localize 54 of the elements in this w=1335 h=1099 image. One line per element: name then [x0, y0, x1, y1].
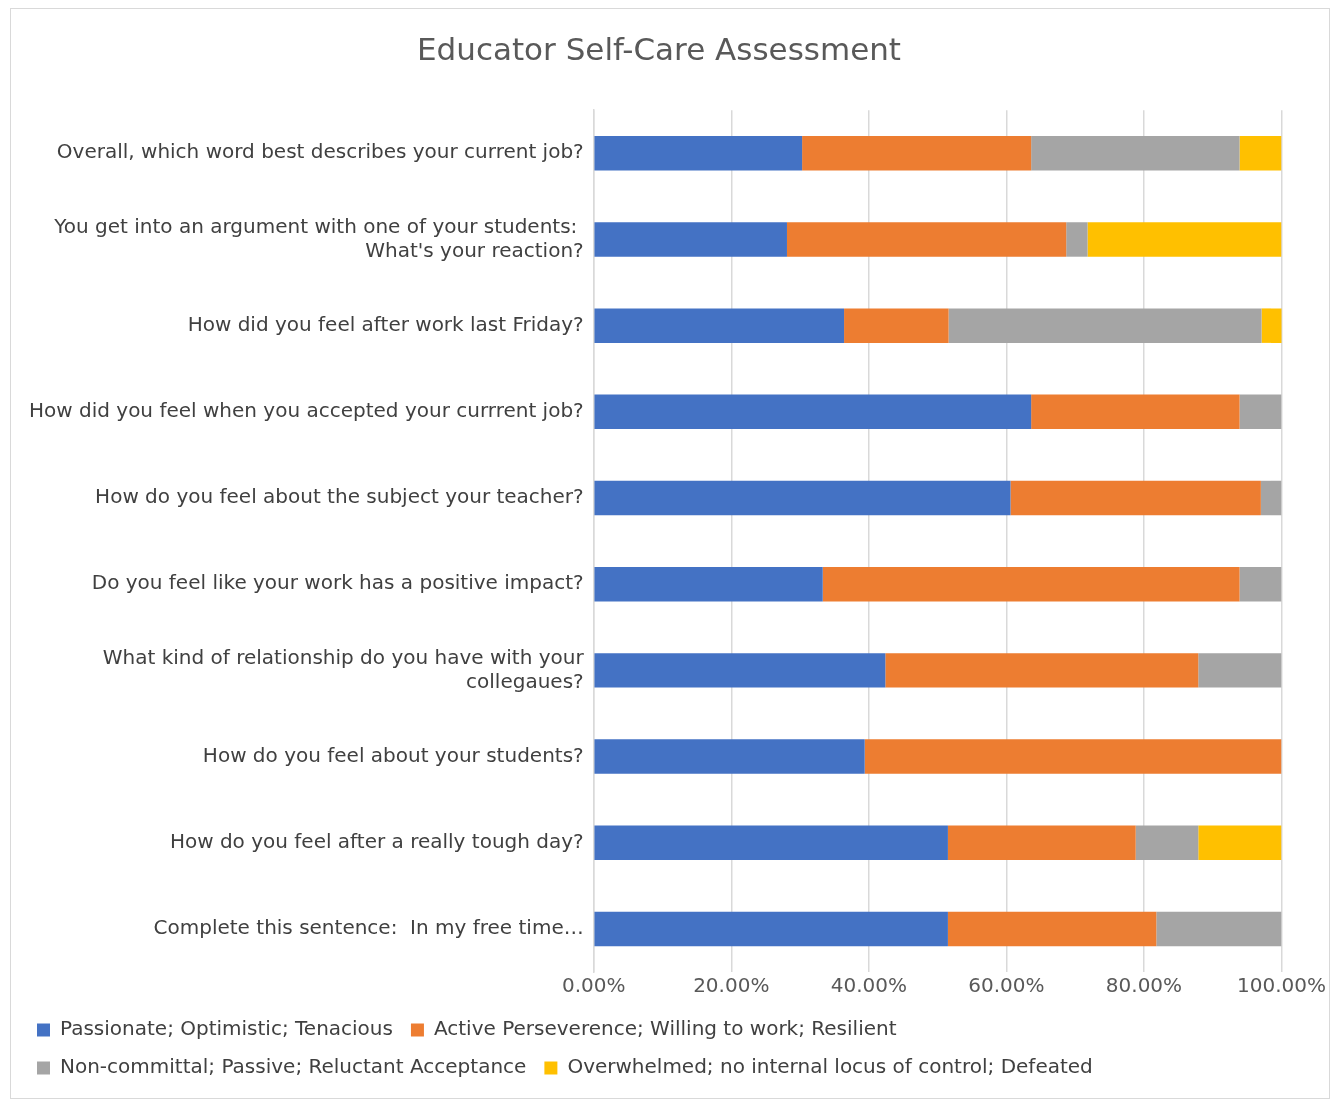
bar	[885, 653, 1199, 688]
bar	[594, 394, 1032, 430]
bar	[1010, 480, 1261, 516]
bar	[1087, 222, 1282, 257]
bar	[1031, 136, 1240, 171]
y-tick-label: Overall, which word best describes your current job?	[56, 139, 584, 164]
bar	[844, 308, 949, 343]
bar	[947, 825, 1136, 860]
y-tick-label: How did you feel after work last Friday?	[187, 311, 584, 336]
legend-label: Active Perseverence; Willing to work; Resilient	[433, 1016, 897, 1041]
bar	[1260, 480, 1282, 516]
y-tick-label: What kind of relationship do you have with your collegaues?	[102, 644, 585, 693]
y-tick-label: You get into an argument with one of your students: What's your reaction?	[53, 213, 584, 262]
bar	[1156, 911, 1282, 947]
y-tick-label: How do you feel about the subject your teacher?	[95, 484, 584, 509]
bar	[864, 739, 1282, 774]
x-tick-label: 40.00%	[830, 973, 907, 998]
bar	[1239, 566, 1282, 602]
y-tick-label: Complete this sentence: In my free time…	[153, 915, 584, 940]
bar	[594, 136, 803, 171]
y-tick-label: How do you feel about your students?	[202, 742, 584, 767]
bar	[1198, 825, 1282, 860]
x-tick-label: 100.00%	[1237, 973, 1326, 998]
bar	[1066, 222, 1088, 257]
bar	[1135, 825, 1199, 860]
bar	[786, 222, 1067, 257]
x-tick-label: 0.00%	[561, 973, 626, 998]
bar	[1239, 136, 1282, 171]
bar	[1031, 394, 1240, 430]
bar	[1198, 653, 1282, 688]
x-tick-label: 20.00%	[693, 973, 770, 998]
bar	[822, 566, 1240, 602]
legend-label: Passionate; Optimistic; Tenacious	[60, 1016, 393, 1041]
legend-label: Overwhelmed; no internal locus of control; Defeated	[567, 1054, 1093, 1079]
bar	[594, 653, 886, 688]
bar	[594, 222, 787, 257]
bar	[594, 739, 865, 774]
bar	[947, 911, 1157, 947]
bar	[1261, 308, 1282, 343]
bar	[594, 566, 823, 602]
bar	[594, 308, 845, 343]
y-tick-label: How did you feel when you accepted your currrent job?	[28, 398, 584, 423]
x-tick-label: 80.00%	[1105, 973, 1183, 998]
bar	[1239, 394, 1282, 430]
bar	[948, 308, 1262, 343]
legend-label: Non-committal; Passive; Reluctant Acceptance	[60, 1054, 527, 1079]
y-tick-label: Do you feel like your work has a positive impact?	[91, 570, 584, 595]
bar	[594, 480, 1011, 516]
bar	[594, 911, 948, 947]
x-tick-label: 60.00%	[968, 973, 1045, 998]
chart-title: Educator Self-Care Assessment	[416, 30, 902, 67]
y-tick-label: How do you feel after a really tough day?	[169, 828, 584, 853]
bar	[802, 136, 1032, 171]
bar	[594, 825, 948, 860]
